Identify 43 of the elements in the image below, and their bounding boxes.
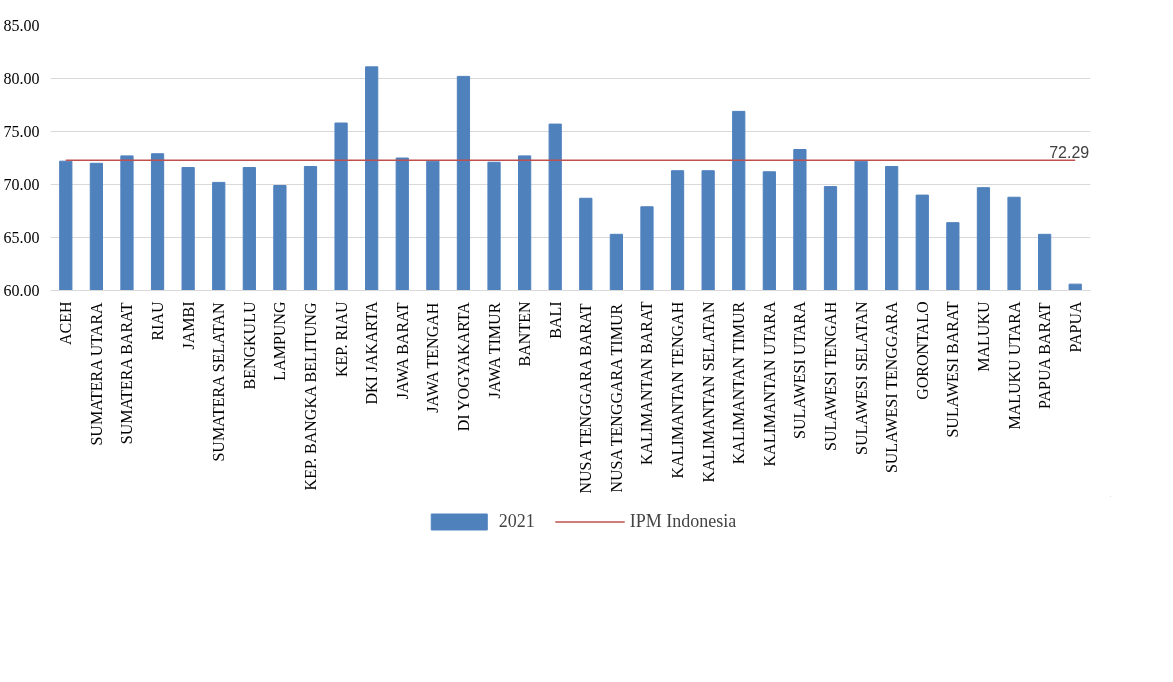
x-tick-label: SULAWESI TENGGARA [883, 301, 901, 474]
x-tick-label: MALUKU [974, 301, 992, 372]
x-tick-label: KALIMANTAN TIMUR [730, 301, 748, 465]
x-tick-label: JAWA TENGAH [424, 302, 442, 413]
x-tick-label: KEP. RIAU [332, 301, 350, 378]
x-tick-label: NUSA TENGGARA TIMUR [607, 303, 625, 493]
x-tick-label: ACEH [57, 301, 75, 346]
legend-label: IPM Indonesia [629, 510, 737, 532]
x-tick-label: JAWA BARAT [393, 302, 411, 400]
x-tick-label: SUMATERA UTARA [87, 301, 105, 446]
x-tick-label: DI YOGYAKARTA [454, 301, 472, 432]
x-tick-label: PAPUA BARAT [1036, 302, 1054, 409]
x-tick-label: KEP. BANGKA BELITUNG [302, 301, 319, 491]
x-tick-label: RIAU [149, 301, 167, 341]
x-tick-label: BANTEN [516, 301, 534, 367]
x-tick-label: KALIMANTAN TENGAH [669, 301, 687, 479]
x-tick-label: KALIMANTAN SELATAN [699, 301, 717, 483]
legend-label: 2021 [498, 510, 535, 532]
y-tick-label: 70.00 [3, 176, 40, 193]
x-tick-label: SULAWESI SELATAN [852, 301, 870, 455]
x-tick-label: NUSA TENGGARA BARAT [577, 303, 595, 494]
x-tick-label: SUMATERA SELATAN [210, 301, 228, 462]
x-tick-label: PAPUA [1066, 301, 1084, 353]
x-tick-label: KALIMANTAN BARAT [638, 301, 656, 466]
x-tick-label: SULAWESI UTARA [791, 301, 809, 439]
x-tick-label: BALI [546, 301, 564, 339]
x-tick-label: SULAWESI BARAT [944, 301, 962, 438]
x-tick-label: JAWA TIMUR [485, 302, 503, 399]
x-tick-label: SUMATERA BARAT [118, 302, 136, 445]
x-tick-label: KALIMANTAN UTARA [760, 301, 778, 467]
y-tick-label: 75.00 [3, 123, 40, 140]
x-tick-label: JAMBI [179, 301, 197, 350]
x-tick-label: GORONTALO [913, 301, 931, 400]
x-tick-label: SULAWESI TENGAH [822, 301, 839, 451]
y-tick-label: 65.00 [3, 229, 40, 246]
y-tick-label: 80.00 [3, 70, 40, 87]
x-tick-label: MALUKU UTARA [1005, 301, 1023, 430]
data-label: 72.29 [1049, 144, 1090, 162]
x-tick-label: LAMPUNG [271, 301, 289, 381]
y-tick-label: 85.00 [3, 17, 40, 34]
x-tick-label: DKI JAKARTA [363, 301, 381, 405]
x-tick-label: BENGKULU [240, 301, 258, 390]
y-tick-label: 60.00 [3, 282, 40, 299]
